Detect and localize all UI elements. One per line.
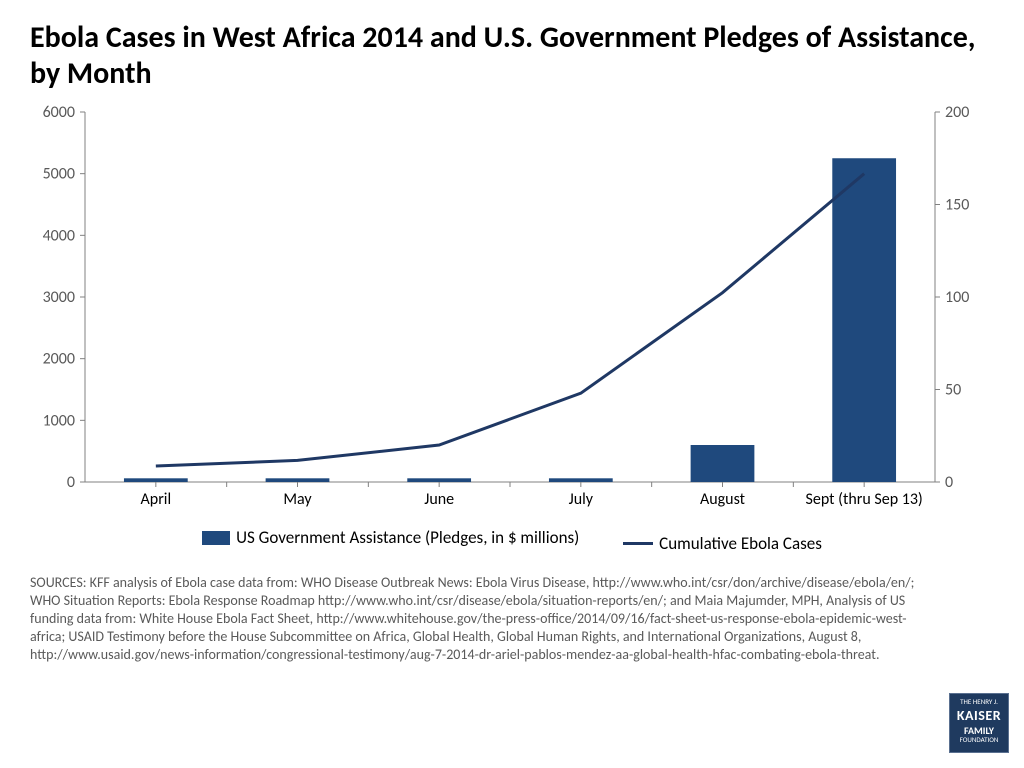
svg-text:200: 200 bbox=[945, 103, 969, 122]
svg-text:June: June bbox=[424, 490, 454, 509]
svg-text:3000: 3000 bbox=[43, 288, 75, 307]
svg-text:April: April bbox=[141, 490, 172, 509]
svg-text:May: May bbox=[283, 490, 312, 509]
chart-title: Ebola Cases in West Africa 2014 and U.S.… bbox=[30, 20, 994, 92]
svg-text:100: 100 bbox=[945, 288, 969, 307]
logo-main: KAISER bbox=[952, 708, 1006, 723]
svg-text:6000: 6000 bbox=[43, 103, 75, 122]
logo-bottom: FOUNDATION bbox=[952, 736, 1006, 744]
svg-text:0: 0 bbox=[945, 473, 953, 492]
svg-text:Sept (thru Sep 13): Sept (thru Sep 13) bbox=[806, 490, 923, 509]
svg-text:August: August bbox=[700, 490, 746, 509]
svg-text:5000: 5000 bbox=[43, 165, 75, 184]
svg-text:2000: 2000 bbox=[43, 350, 75, 369]
sources-text: SOURCES: KFF analysis of Ebola case data… bbox=[30, 574, 930, 665]
legend-swatch-line bbox=[623, 542, 653, 545]
legend-bar-label: US Government Assistance (Pledges, in $ … bbox=[236, 527, 579, 548]
logo-top: THE HENRY J. bbox=[952, 698, 1006, 706]
svg-text:50: 50 bbox=[945, 381, 961, 400]
svg-text:0: 0 bbox=[67, 473, 75, 492]
legend-line-label: Cumulative Ebola Cases bbox=[659, 533, 822, 554]
svg-text:July: July bbox=[569, 490, 594, 509]
chart-legend: US Government Assistance (Pledges, in $ … bbox=[30, 527, 994, 554]
legend-swatch-bar bbox=[202, 531, 230, 545]
svg-text:4000: 4000 bbox=[43, 226, 75, 245]
legend-item-line: Cumulative Ebola Cases bbox=[623, 533, 822, 554]
svg-text:150: 150 bbox=[945, 196, 969, 215]
kaiser-logo: THE HENRY J. KAISER FAMILY FOUNDATION bbox=[949, 693, 1009, 753]
chart-svg: 0 1000 2000 3000 4000 5000 6000 0 50 100 150 200 Apr… bbox=[30, 102, 990, 522]
legend-item-bar: US Government Assistance (Pledges, in $ … bbox=[202, 527, 579, 548]
svg-text:1000: 1000 bbox=[43, 411, 75, 430]
chart-container: 0 1000 2000 3000 4000 5000 6000 0 50 100 150 200 Apr… bbox=[30, 102, 990, 522]
